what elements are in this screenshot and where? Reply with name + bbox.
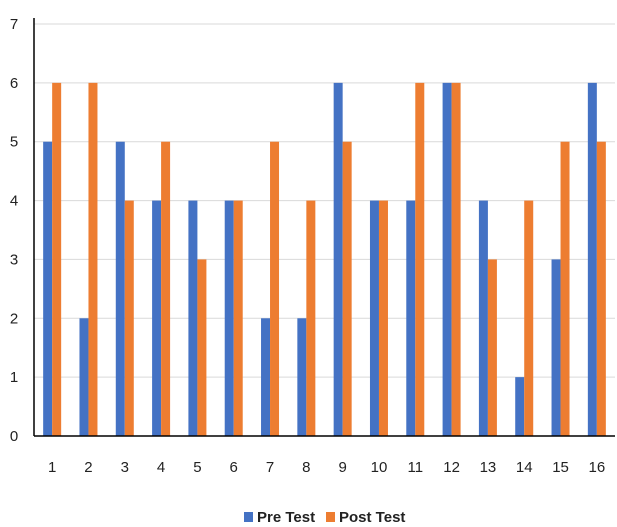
- bar-pre-test-15: [551, 259, 561, 436]
- bar-post-test-13: [487, 259, 497, 436]
- x-tick-label: 10: [371, 459, 388, 476]
- y-tick-label: 6: [10, 75, 18, 92]
- bar-post-test-3: [124, 200, 134, 436]
- y-tick-label: 1: [10, 369, 18, 386]
- bar-post-test-10: [378, 200, 388, 436]
- bar-post-test-12: [451, 82, 461, 436]
- x-tick-label: 9: [338, 459, 346, 476]
- x-tick-label: 11: [407, 459, 423, 476]
- bar-post-test-16: [596, 141, 606, 436]
- bars: [43, 82, 606, 436]
- x-tick-label: 3: [121, 459, 129, 476]
- bar-pre-test-4: [152, 200, 162, 436]
- bar-post-test-4: [161, 141, 171, 436]
- bar-pre-test-2: [79, 318, 89, 436]
- bar-post-test-7: [270, 141, 280, 436]
- bar-pre-test-9: [333, 82, 343, 436]
- legend: Pre Test Post Test: [244, 509, 405, 526]
- bar-post-test-6: [233, 200, 243, 436]
- x-tick-label: 2: [84, 459, 92, 476]
- y-tick-label: 4: [10, 193, 18, 210]
- bar-post-test-5: [197, 259, 207, 436]
- bar-pre-test-3: [115, 141, 125, 436]
- bar-pre-test-13: [478, 200, 488, 436]
- bar-pre-test-11: [406, 200, 416, 436]
- y-tick-label: 5: [10, 134, 18, 151]
- x-tick-label: 5: [193, 459, 201, 476]
- bar-pre-test-6: [224, 200, 234, 436]
- legend-swatch-post-test: [326, 512, 335, 522]
- bar-post-test-15: [560, 141, 570, 436]
- x-tick-labels: 1 2 3 4 5 6 7 8 9 10 11 12 13 14 15 16: [48, 459, 605, 476]
- x-tick-label: 8: [302, 459, 310, 476]
- bar-post-test-8: [306, 200, 316, 436]
- bar-pre-test-7: [261, 318, 271, 436]
- x-tick-label: 16: [589, 459, 606, 476]
- legend-swatch-pre-test: [244, 512, 253, 522]
- bar-post-test-11: [415, 82, 425, 436]
- bar-pre-test-1: [43, 141, 53, 436]
- legend-label-post-test: Post Test: [339, 509, 405, 526]
- axes: [33, 18, 615, 437]
- x-tick-label: 14: [516, 459, 533, 476]
- bar-pre-test-5: [188, 200, 198, 436]
- x-tick-label: 15: [552, 459, 569, 476]
- bar-post-test-2: [88, 82, 98, 436]
- bar-pre-test-8: [297, 318, 307, 436]
- y-tick-label: 7: [10, 16, 18, 33]
- bar-pre-test-10: [369, 200, 379, 436]
- x-tick-label: 6: [230, 459, 238, 476]
- bar-pre-test-14: [515, 377, 525, 436]
- x-tick-label: 1: [48, 459, 56, 476]
- bar-pre-test-12: [442, 82, 452, 436]
- x-tick-label: 12: [443, 459, 460, 476]
- legend-label-pre-test: Pre Test: [257, 509, 315, 526]
- bar-post-test-14: [524, 200, 534, 436]
- bar-post-test-1: [52, 82, 62, 436]
- y-tick-label: 0: [10, 428, 18, 445]
- y-tick-labels: 0 1 2 3 4 5 6 7: [10, 16, 18, 445]
- y-tick-label: 2: [10, 310, 18, 327]
- y-tick-label: 3: [10, 251, 18, 268]
- bar-pre-test-16: [587, 82, 597, 436]
- x-tick-label: 13: [480, 459, 497, 476]
- x-tick-label: 4: [157, 459, 165, 476]
- bar-post-test-9: [342, 141, 352, 436]
- x-tick-label: 7: [266, 459, 274, 476]
